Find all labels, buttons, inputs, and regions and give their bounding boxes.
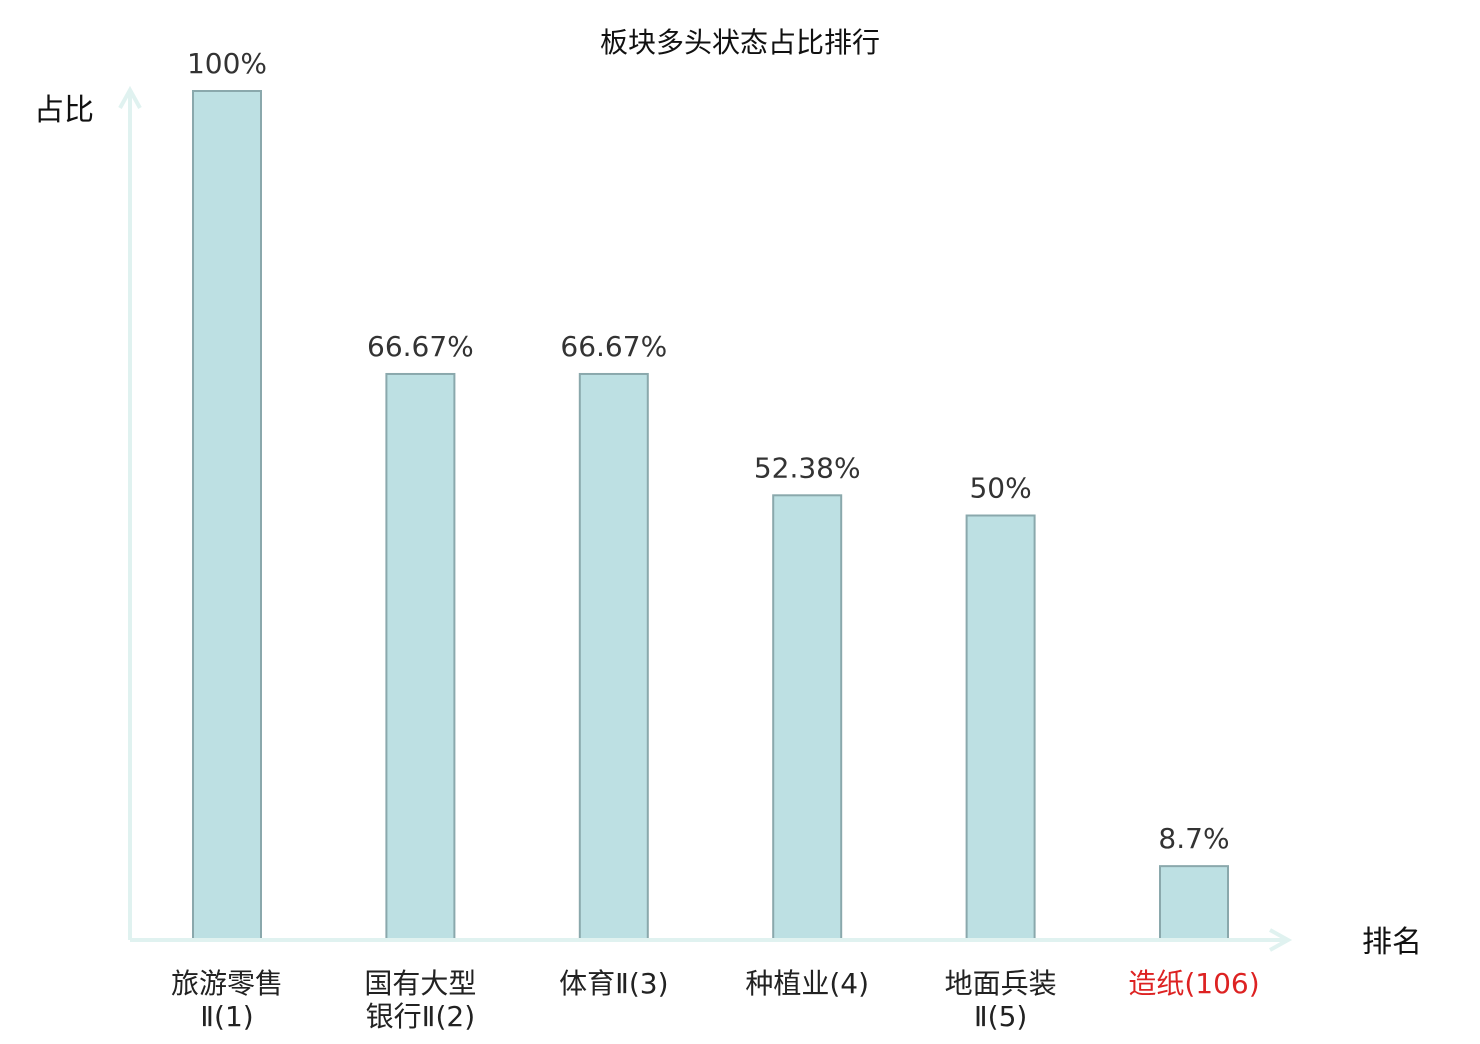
value-labels-group: 100% 66.67% 66.67% 52.38% 50% 8.7% [187, 47, 1230, 855]
x-tick-label: 种植业(4) [745, 967, 869, 1000]
x-tick-label: 地面兵装 Ⅱ(5) [945, 967, 1057, 1033]
x-axis-label: 排名 [1362, 925, 1422, 960]
value-label: 52.38% [754, 451, 861, 484]
y-axis-arrow [118, 85, 142, 109]
value-label: 66.67% [367, 330, 474, 363]
x-tick-label: 旅游零售 Ⅱ(1) [171, 967, 283, 1033]
bar [772, 494, 843, 941]
value-label: 50% [969, 472, 1031, 505]
x-axis-arrow [1269, 928, 1293, 952]
value-label: 8.7% [1158, 822, 1229, 855]
bar [385, 372, 456, 942]
category-labels-group: 旅游零售 Ⅱ(1) 国有大型银行Ⅱ(2) 体育Ⅱ(3) 种植业(4) 地面兵装 Ⅱ(5) 造纸… [171, 967, 1260, 1033]
value-label: 66.67% [560, 330, 667, 363]
bar [192, 90, 262, 941]
y-axis-label: 占比 [34, 93, 94, 128]
x-tick-label: 国有大型银行Ⅱ(2) [364, 967, 476, 1033]
chart-title: 板块多头状态占比排行 [600, 26, 880, 59]
bar [965, 514, 1036, 941]
bars-group [192, 90, 1229, 942]
axes-group [118, 85, 1293, 952]
x-tick-label: 造纸(106) [1128, 967, 1259, 1000]
x-tick-label: 体育Ⅱ(3) [559, 967, 668, 1000]
value-label: 100% [187, 47, 267, 80]
bar [578, 372, 649, 942]
bar [1159, 865, 1229, 942]
